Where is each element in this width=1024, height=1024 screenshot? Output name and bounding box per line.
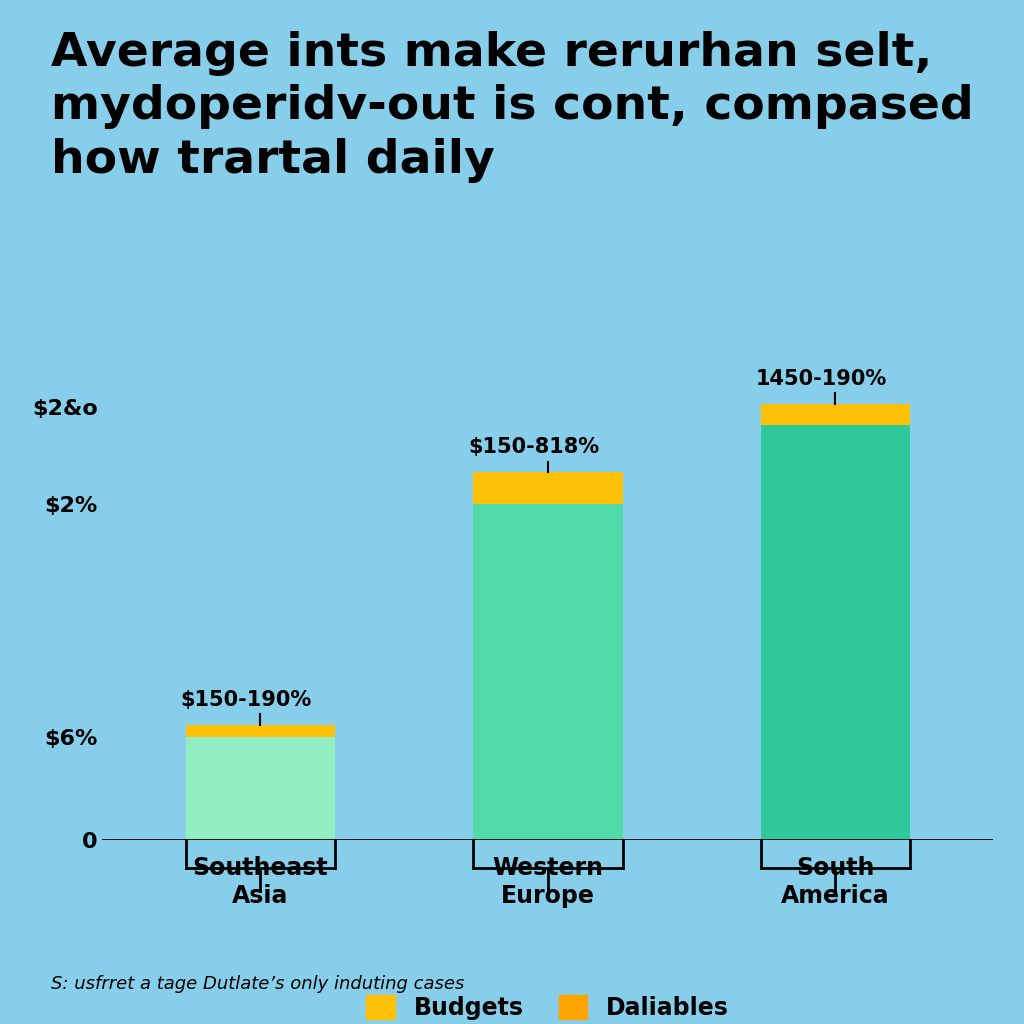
Bar [761,403,910,425]
Text: $150-818%: $150-818% [468,437,599,458]
Bar [761,425,910,840]
Text: $150-190%: $150-190% [180,690,311,710]
Text: Average ints make rerurhan selt,
mydoperidv-out is cont, compased
how trartal da: Average ints make rerurhan selt, mydoper… [51,31,974,183]
Legend: Budgets, Daliables: Budgets, Daliables [367,995,729,1020]
Bar [473,472,623,504]
Bar [185,725,335,737]
Bar [473,504,623,840]
Bar [185,737,335,840]
Text: S: usfrret a tage Dutlate’s only induting cases: S: usfrret a tage Dutlate’s only indutin… [51,975,465,993]
Text: 1450-190%: 1450-190% [756,369,887,388]
